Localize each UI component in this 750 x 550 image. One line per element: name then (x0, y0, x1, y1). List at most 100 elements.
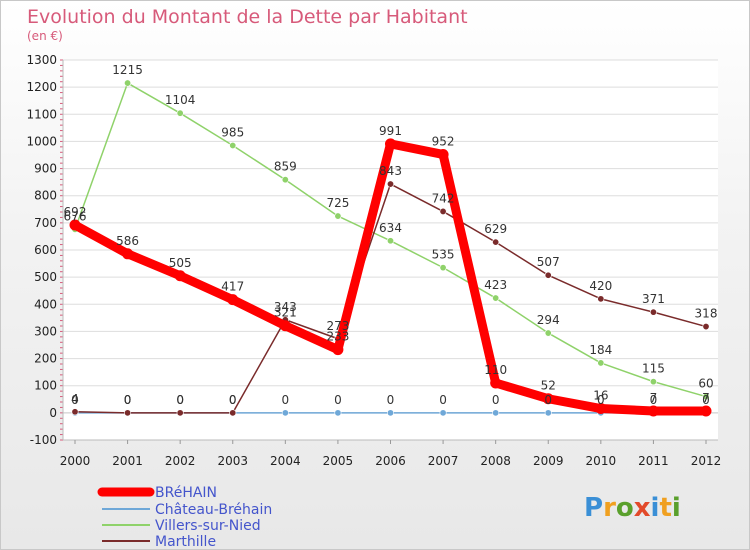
data-point (229, 142, 237, 150)
x-tick-label: 2003 (217, 454, 248, 468)
data-label: 52 (541, 379, 556, 393)
data-point (439, 409, 447, 417)
y-tick-label: 900 (34, 162, 57, 176)
data-point (700, 405, 712, 417)
data-label: 0 (282, 393, 290, 407)
data-point (386, 409, 394, 417)
data-label: 7 (650, 391, 658, 405)
series-group (69, 79, 712, 417)
data-label: 273 (326, 319, 349, 333)
data-label: 0 (124, 393, 132, 407)
data-point (649, 378, 657, 386)
y-tick-label: 0 (49, 406, 57, 420)
axes: -100010020030040050060070080090010001100… (26, 53, 721, 468)
x-tick-label: 2005 (323, 454, 354, 468)
data-point (174, 270, 186, 282)
data-point (386, 237, 394, 245)
data-label: 371 (642, 292, 665, 306)
data-point (124, 79, 132, 87)
data-point (437, 148, 449, 160)
data-label: 321 (274, 306, 297, 320)
x-tick-label: 2008 (480, 454, 511, 468)
data-point (334, 409, 342, 417)
data-label: 16 (593, 389, 608, 403)
y-tick-label: 1000 (26, 134, 57, 148)
data-point (544, 271, 552, 279)
data-label: 991 (379, 124, 402, 138)
data-label: 233 (326, 330, 349, 344)
legend-label: BRéHAIN (155, 485, 217, 501)
data-point (492, 294, 500, 302)
data-label: 423 (484, 278, 507, 292)
chart-title: Evolution du Montant de la Dette par Hab… (27, 6, 468, 28)
data-label: 535 (432, 248, 455, 262)
data-point (544, 409, 552, 417)
data-point (279, 320, 291, 332)
data-label: 0 (492, 393, 500, 407)
data-label: 115 (642, 362, 665, 376)
x-tick-label: 2002 (165, 454, 196, 468)
data-label: 859 (274, 160, 297, 174)
data-label: 1215 (112, 63, 143, 77)
data-point (281, 409, 289, 417)
data-label: 507 (537, 255, 560, 269)
data-label: 952 (432, 134, 455, 148)
x-tick-label: 2010 (586, 454, 617, 468)
data-label: 0 (387, 393, 395, 407)
data-point (385, 138, 396, 150)
data-label: 60 (698, 377, 713, 391)
data-point (492, 409, 500, 417)
y-tick-label: 1200 (26, 80, 57, 94)
data-label: 742 (432, 191, 455, 205)
data-label: 4 (71, 392, 79, 406)
data-label: 0 (597, 393, 605, 407)
data-point (176, 109, 184, 117)
x-tick-label: 2000 (60, 454, 91, 468)
y-tick-label: 400 (34, 297, 57, 311)
data-point (69, 219, 81, 231)
x-tick-label: 2001 (112, 454, 143, 468)
data-label: 184 (589, 343, 612, 357)
data-point (229, 409, 237, 417)
data-label: 505 (169, 256, 192, 270)
data-label: 0 (439, 393, 447, 407)
data-point (439, 207, 447, 215)
data-point (542, 393, 554, 405)
x-tick-label: 2009 (533, 454, 564, 468)
data-point (490, 377, 502, 389)
data-point (386, 180, 394, 188)
y-tick-label: 500 (34, 270, 57, 284)
y-tick-label: 1100 (26, 107, 57, 121)
data-label: 634 (379, 221, 402, 235)
grid (63, 59, 718, 441)
y-tick-label: 600 (34, 243, 57, 257)
data-point (597, 295, 605, 303)
x-tick-label: 2007 (428, 454, 459, 468)
x-tick-label: 2006 (375, 454, 406, 468)
data-point (122, 248, 134, 260)
legend: BRéHAINChâteau-BréhainVillers-sur-NiedMa… (97, 485, 272, 550)
data-label: 1104 (165, 93, 196, 107)
data-point (227, 294, 239, 306)
data-point (334, 212, 342, 220)
data-point (702, 323, 710, 331)
data-label: 420 (589, 279, 612, 293)
data-point (647, 405, 659, 417)
data-label: 0 (229, 393, 237, 407)
y-tick-label: 300 (34, 324, 57, 338)
data-label: 0 (544, 393, 552, 407)
data-label: 0 (702, 393, 710, 407)
data-point (176, 409, 184, 417)
chart-subtitle: (en €) (27, 29, 63, 43)
data-label: 843 (379, 164, 402, 178)
y-tick-label: 200 (34, 352, 57, 366)
data-point (332, 344, 344, 356)
x-tick-label: 2011 (638, 454, 669, 468)
data-label: 0 (650, 393, 658, 407)
data-label: 417 (221, 280, 244, 294)
data-point (281, 176, 289, 184)
y-tick-label: 800 (34, 189, 57, 203)
data-label: 676 (64, 209, 87, 223)
data-point (71, 408, 79, 416)
